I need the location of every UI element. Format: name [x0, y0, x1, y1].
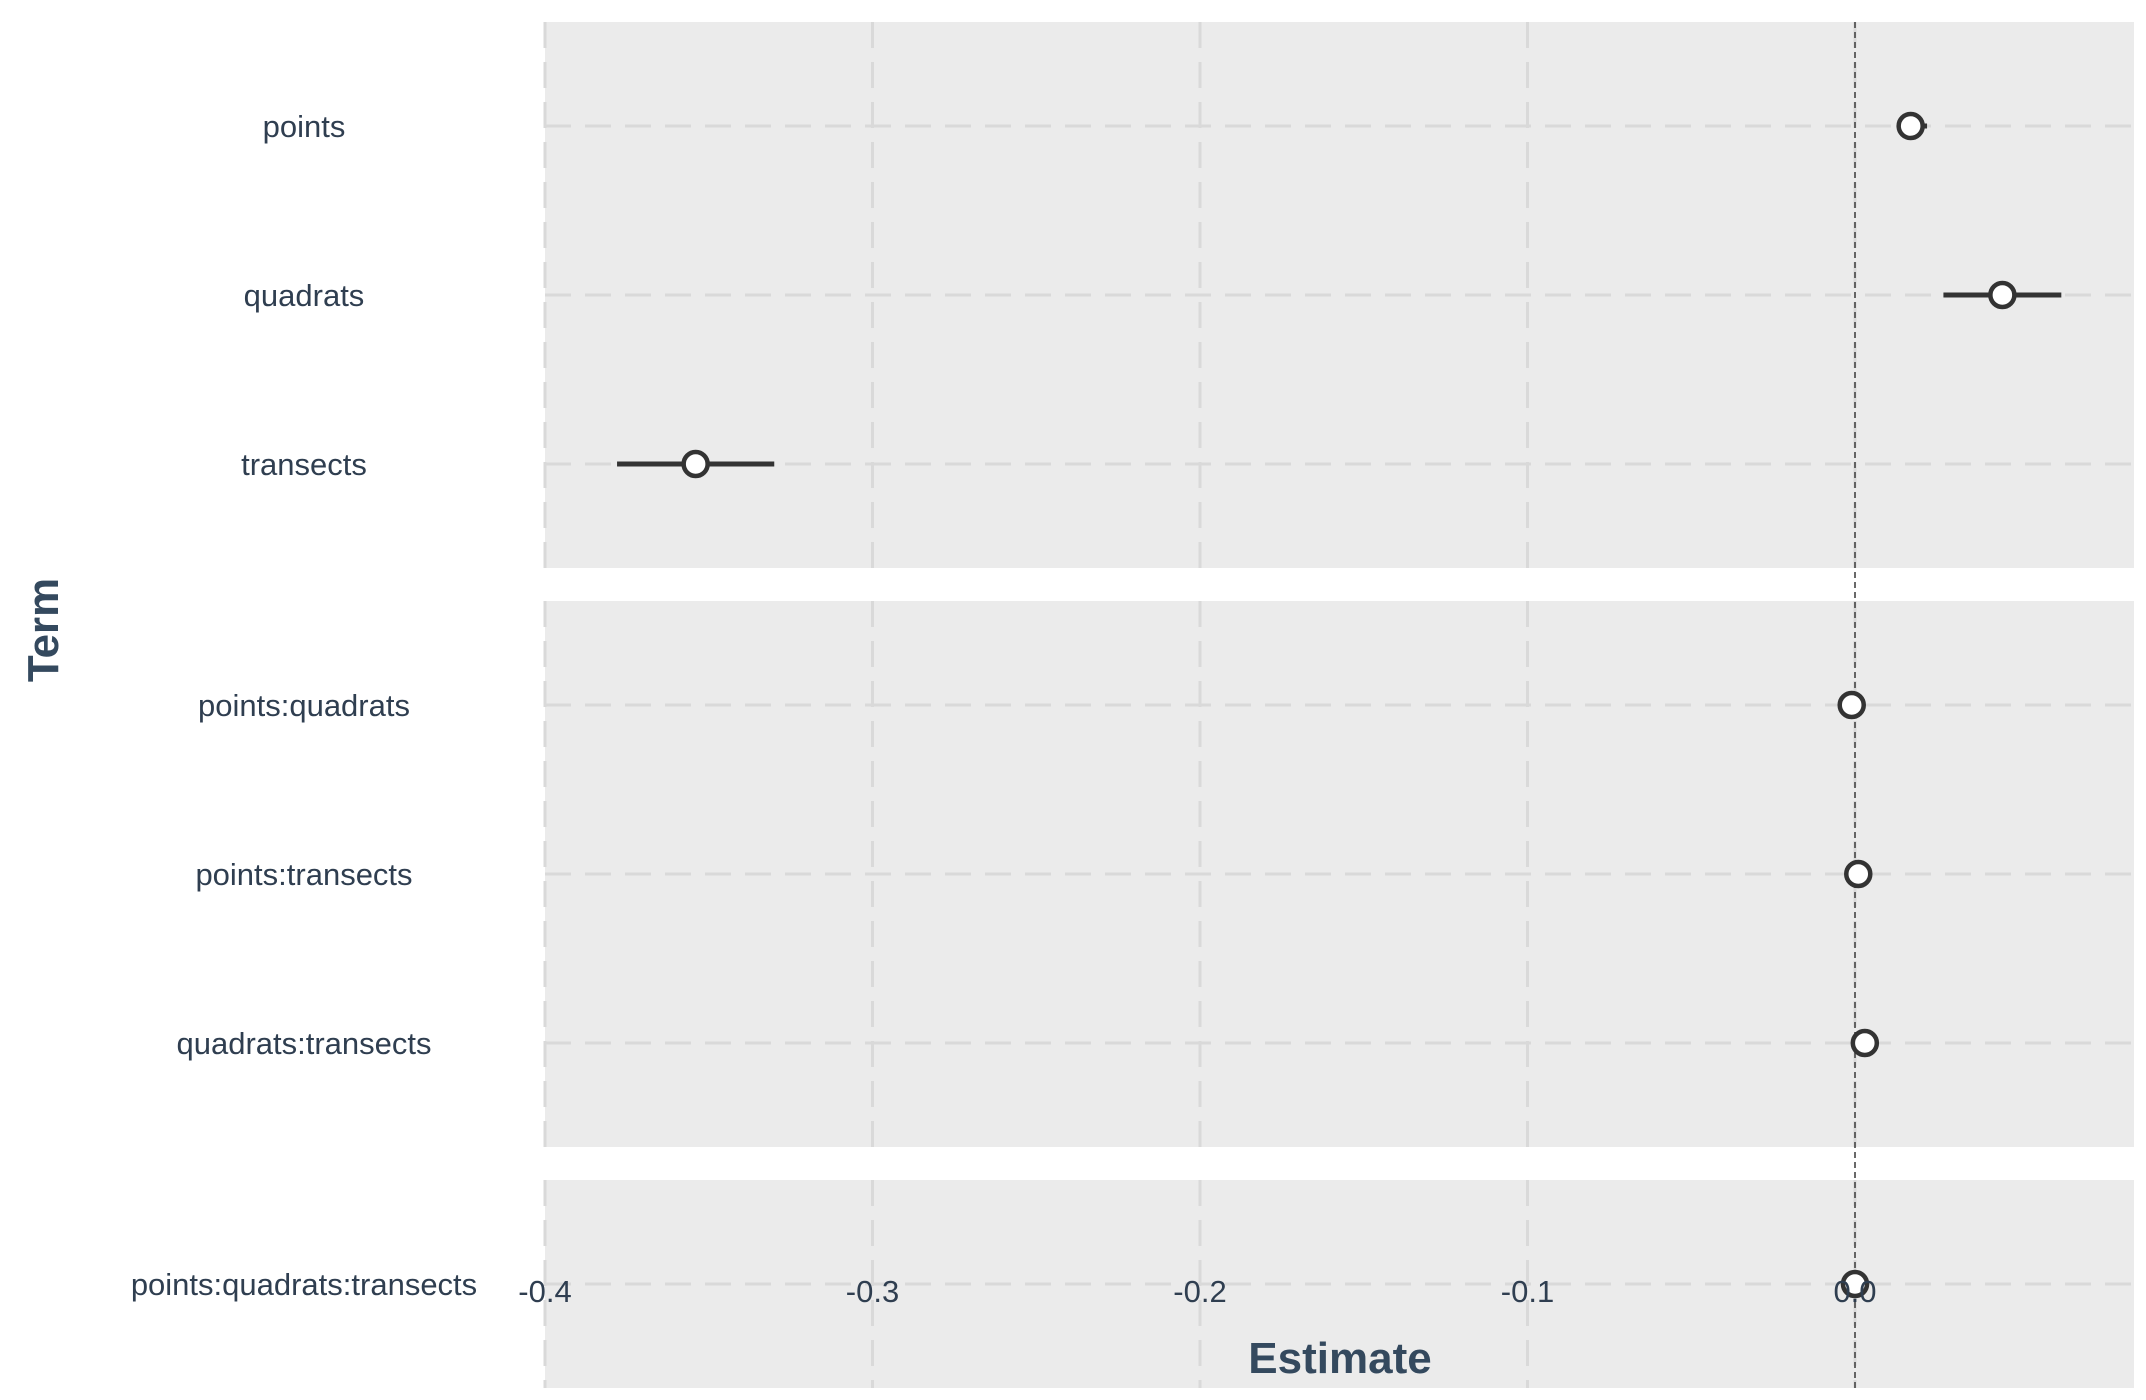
x-tick-label: -0.1 [1501, 1274, 1554, 1309]
marks-layer [617, 111, 2062, 1299]
y-tick-label: points:transects [195, 857, 412, 892]
estimate-point [1844, 859, 1873, 889]
y-tick-label: transects [241, 447, 367, 482]
x-tick-label: -0.2 [1173, 1274, 1226, 1309]
estimate-point [1837, 690, 1866, 720]
y-tick-label: points:quadrats:transects [131, 1267, 477, 1302]
x-tick-label: 0.0 [1833, 1274, 1876, 1309]
estimate-point [1850, 1028, 1880, 1058]
x-tick-label: -0.3 [846, 1274, 899, 1309]
estimate-point [1896, 111, 1925, 141]
y-tick-label: quadrats:transects [176, 1026, 431, 1061]
x-tick-label: -0.4 [518, 1274, 571, 1309]
y-tick-label: points [263, 109, 346, 144]
estimate-point [1988, 280, 2017, 310]
y-axis-title: Term [19, 578, 68, 682]
estimate-point [681, 449, 710, 479]
panel-background [545, 601, 2134, 1147]
x-axis-title: Estimate [1248, 1334, 1431, 1383]
estimate-point [1840, 1269, 1870, 1299]
panel-background [545, 22, 2134, 568]
y-tick-label: quadrats [244, 278, 365, 313]
y-tick-labels: points quadrats transects points:quadrats po… [131, 109, 477, 1302]
x-tick-labels: -0.4 -0.3 -0.2 -0.1 0.0 [518, 1274, 1876, 1309]
y-tick-label: points:quadrats [198, 688, 410, 723]
panels-layer [545, 22, 2134, 1388]
